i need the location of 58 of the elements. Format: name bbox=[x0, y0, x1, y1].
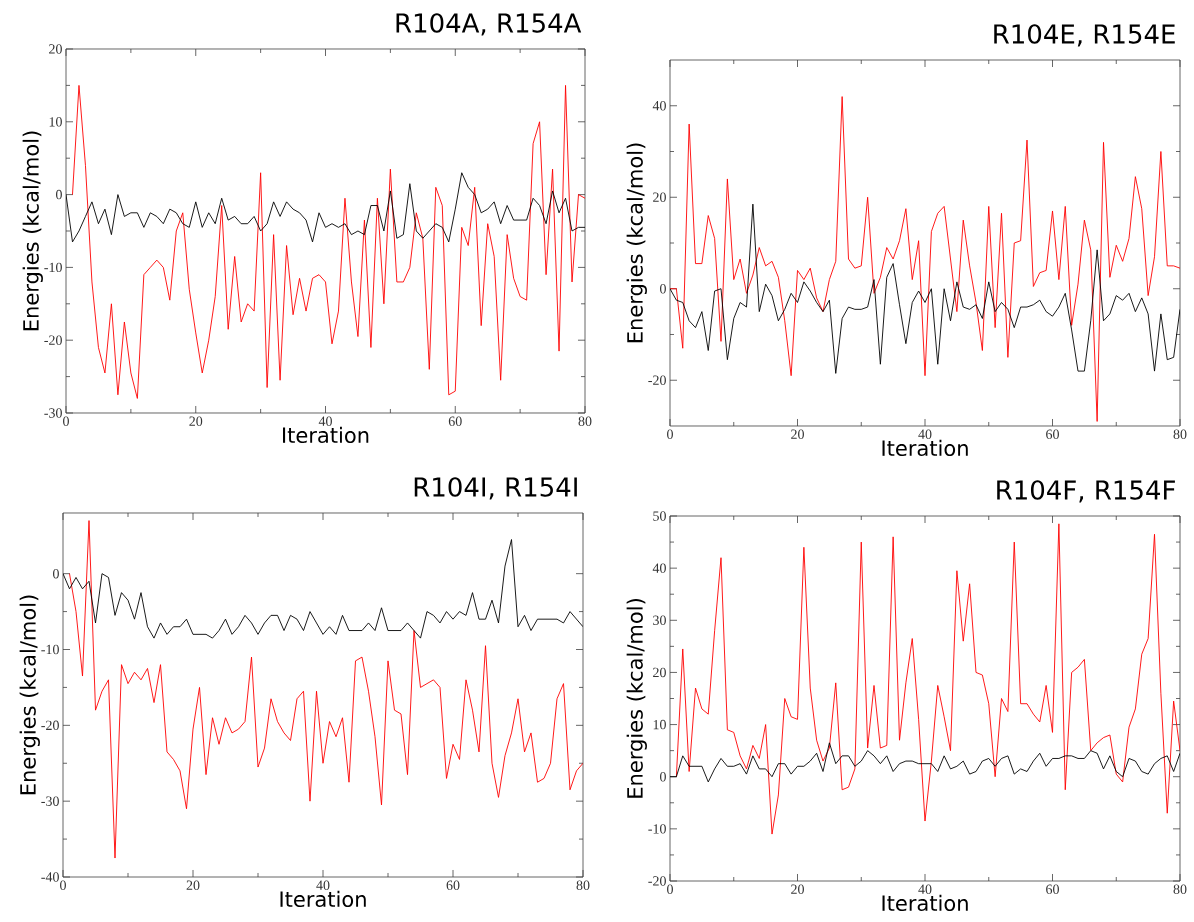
y-axis-title: Energies (kcal/mol) bbox=[22, 131, 43, 331]
x-axis-title: Iteration bbox=[882, 894, 968, 912]
y-axis-title: Energies (kcal/mol) bbox=[626, 599, 647, 798]
y-tick-label: 20 bbox=[653, 667, 666, 678]
x-tick-label: 0 bbox=[63, 416, 69, 426]
y-tick-label: -10 bbox=[41, 644, 59, 655]
y-tick-label: 10 bbox=[653, 719, 666, 730]
x-tick-label: 60 bbox=[448, 416, 462, 426]
y-tick-label: -30 bbox=[44, 408, 62, 418]
x-tick-label: 0 bbox=[667, 884, 673, 894]
x-tick-label: 80 bbox=[1173, 429, 1187, 439]
y-tick-label: 40 bbox=[652, 101, 666, 111]
line-series bbox=[72, 84, 585, 399]
y-tick-label: -20 bbox=[41, 720, 59, 731]
y-tick-label: 20 bbox=[653, 192, 666, 202]
x-tick-label: 80 bbox=[576, 880, 590, 890]
x-tick-label: 20 bbox=[791, 429, 804, 439]
y-tick-label: 0 bbox=[56, 189, 62, 200]
x-tick-label: 40 bbox=[318, 416, 332, 426]
x-axis-title: Iteration bbox=[283, 426, 369, 444]
y-axis-title: Energies (kcal/mol) bbox=[626, 143, 647, 343]
y-tick-label: -20 bbox=[44, 335, 62, 345]
y-tick-label: -10 bbox=[648, 824, 666, 834]
x-tick-label: 20 bbox=[791, 884, 804, 894]
x-tick-label: 0 bbox=[667, 429, 673, 439]
line-series bbox=[670, 203, 1181, 374]
y-tick-label: 0 bbox=[660, 771, 666, 782]
x-tick-label: 40 bbox=[918, 884, 932, 894]
x-tick-label: 80 bbox=[578, 416, 592, 426]
y-tick-label: 0 bbox=[53, 568, 59, 579]
y-tick-label: -10 bbox=[44, 262, 62, 273]
y-axis-title: Energies (kcal/mol) bbox=[19, 595, 40, 795]
chart-title: R104A, R154A bbox=[396, 13, 582, 36]
x-tick-label: 60 bbox=[1046, 884, 1059, 894]
chart-title: R104F, R154F bbox=[997, 480, 1175, 503]
x-tick-label: 80 bbox=[1173, 884, 1187, 894]
x-axis-title: Iteration bbox=[882, 439, 968, 457]
x-tick-label: 20 bbox=[186, 880, 200, 890]
chart-title: R104E, R154E bbox=[994, 24, 1175, 47]
x-axis-title: Iteration bbox=[280, 890, 366, 908]
y-tick-label: 20 bbox=[49, 44, 62, 54]
y-tick-label: -20 bbox=[648, 375, 666, 385]
x-tick-label: 20 bbox=[189, 416, 203, 426]
line-series bbox=[675, 523, 1181, 835]
line-series bbox=[670, 96, 1181, 422]
y-tick-label: -30 bbox=[41, 796, 59, 806]
x-tick-label: 60 bbox=[446, 880, 460, 890]
x-tick-label: 40 bbox=[316, 880, 330, 890]
y-tick-label: -40 bbox=[41, 872, 59, 882]
x-tick-label: 60 bbox=[1046, 429, 1059, 439]
y-tick-label: 40 bbox=[652, 563, 666, 573]
y-tick-label: 30 bbox=[653, 615, 666, 626]
chart-title: R104I, R154I bbox=[414, 477, 577, 500]
y-tick-label: 10 bbox=[49, 117, 62, 127]
y-tick-label: 50 bbox=[653, 511, 666, 521]
x-tick-label: 40 bbox=[918, 429, 932, 439]
y-tick-label: 0 bbox=[660, 284, 666, 294]
y-tick-label: -20 bbox=[648, 876, 666, 886]
